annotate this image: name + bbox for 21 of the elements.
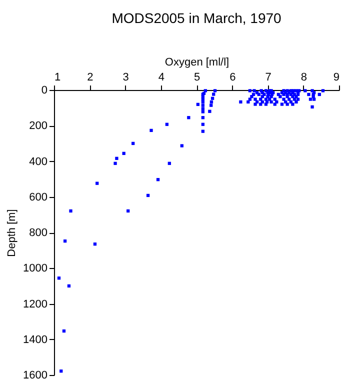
y-tick-label: 1200 <box>23 298 48 310</box>
x-tick-label: 8 <box>300 72 307 84</box>
y-tick-label: 600 <box>29 191 48 204</box>
x-tick-label: 4 <box>158 72 164 84</box>
y-tick-label: 0 <box>41 84 48 96</box>
x-tick-label: 6 <box>230 72 236 84</box>
x-tick-label: 7 <box>265 72 272 84</box>
y-axis-title: Depth [m] <box>6 209 18 257</box>
y-tick-label: 400 <box>29 156 48 168</box>
x-tick-label: 5 <box>194 72 200 84</box>
x-tick-label: 3 <box>122 72 129 84</box>
chart-title: MODS2005 in March, 1970 <box>112 10 282 26</box>
x-tick-label: 2 <box>87 72 94 84</box>
y-tick-label: 1000 <box>23 262 48 275</box>
y-tick-label: 200 <box>29 120 48 132</box>
x-tick-label: 9 <box>333 72 340 84</box>
y-tick-label: 1600 <box>23 370 48 382</box>
y-tick-label: 800 <box>29 227 48 239</box>
x-axis-title: Oxygen [ml/l] <box>164 56 230 68</box>
x-tick-label: 1 <box>54 72 61 84</box>
y-tick-label: 1400 <box>23 334 48 346</box>
